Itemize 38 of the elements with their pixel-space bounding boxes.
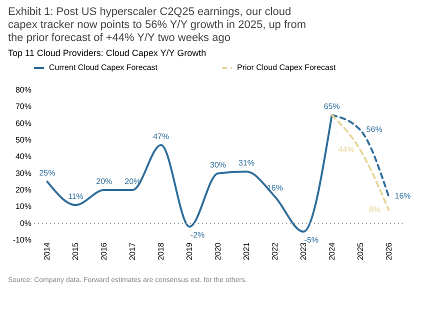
data-label: 16% <box>394 192 411 201</box>
y-tick-label: 70% <box>15 102 32 112</box>
y-tick-label: 60% <box>15 118 32 128</box>
data-label: -2% <box>190 230 205 240</box>
data-label: 8% <box>368 205 381 214</box>
x-tick-label: 2015 <box>71 242 80 260</box>
y-tick-label: 50% <box>15 136 32 144</box>
data-label: 11% <box>68 192 84 201</box>
x-tick-label: 2020 <box>214 242 222 260</box>
data-label: 30% <box>210 160 226 170</box>
y-tick-label: 80% <box>15 86 32 94</box>
data-label: 25% <box>39 168 56 178</box>
data-label: 20% <box>96 177 112 186</box>
y-tick-label: 20% <box>15 186 32 194</box>
x-tick-label: 2016 <box>100 242 109 260</box>
data-label: 47% <box>153 132 170 141</box>
x-tick-label: 2024 <box>327 242 336 260</box>
chart-subtitle: Top 11 Cloud Providers: Cloud Capex Y/Y Growth <box>8 48 206 58</box>
x-tick-label: 2022 <box>270 242 280 260</box>
data-label: 56% <box>366 125 382 134</box>
x-tick-label: 2017 <box>128 242 138 260</box>
chart-title: Exhibit 1: Post US hyperscaler C2Q25 earnings, our cloud capex tracker now points to 56% Y/Y growth in 2025, up from the prior forecast of +44% Y/Y two weeks ago <box>8 6 306 44</box>
y-tick-label: 30% <box>15 168 32 178</box>
y-tick-label: 0% <box>20 218 32 228</box>
y-tick-label: 10% <box>15 202 32 212</box>
x-tick-label: 2021 <box>242 242 251 260</box>
y-tick-label: 40% <box>15 152 32 162</box>
legend-label: Prior Cloud Capex Forecast <box>237 63 336 72</box>
x-tick-label: 2014 <box>42 242 52 260</box>
data-label: 44% <box>338 145 354 154</box>
x-tick-label: 2019 <box>185 242 194 260</box>
x-tick-label: 2018 <box>156 242 166 260</box>
data-label: 65% <box>324 102 340 111</box>
x-tick-label: 2025 <box>356 242 365 260</box>
data-label: 31% <box>238 158 254 168</box>
x-tick-label: 2026 <box>384 242 394 260</box>
y-tick-label: -10% <box>12 236 32 244</box>
legend-label: Current Cloud Capex Forecast <box>49 63 158 72</box>
